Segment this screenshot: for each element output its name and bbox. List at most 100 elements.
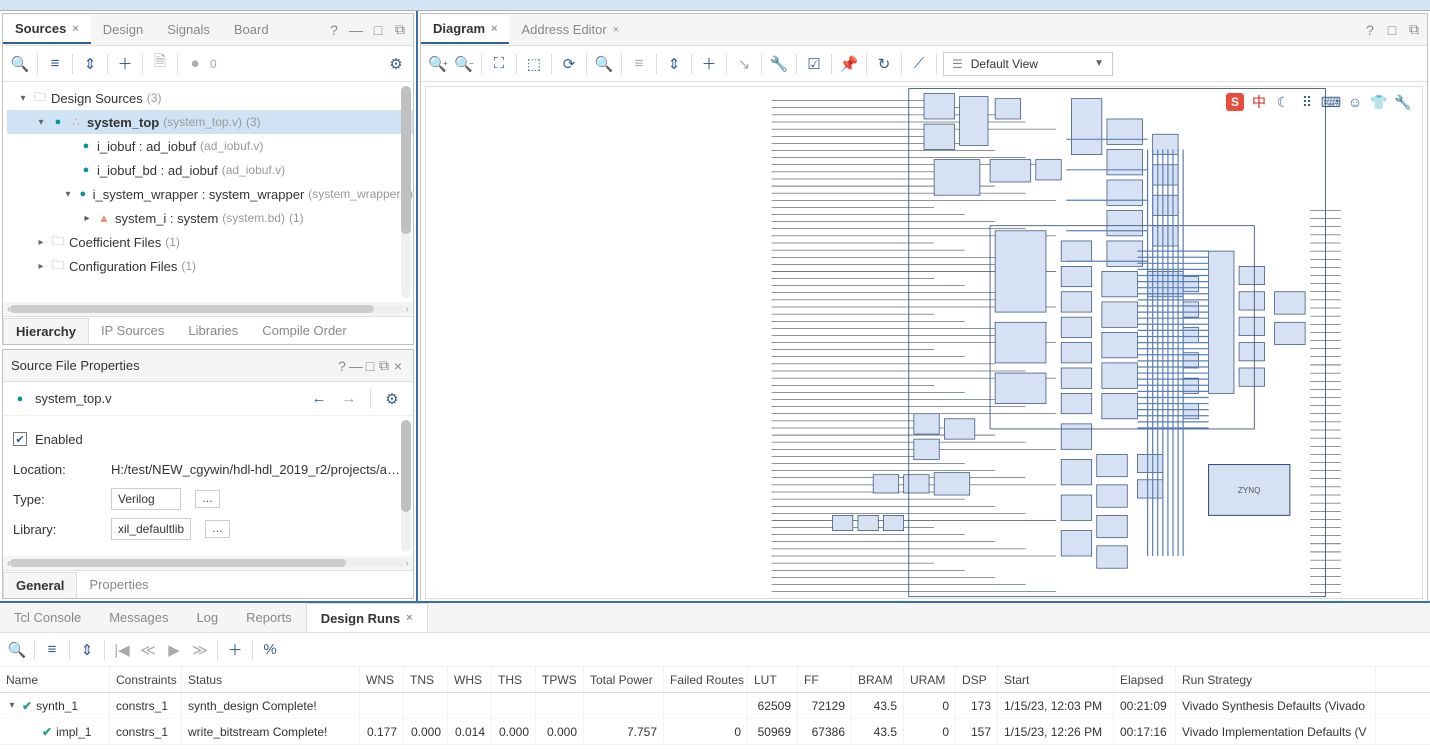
btab-compile-order[interactable]: Compile Order <box>250 318 359 343</box>
btab-properties[interactable]: Properties <box>77 572 160 597</box>
table-row[interactable]: ✔impl_1constrs_1write_bitstream Complete… <box>0 719 1430 745</box>
forward-icon[interactable]: → <box>338 388 360 410</box>
col-header[interactable]: DSP <box>956 667 998 692</box>
chevron-down-icon[interactable]: ▾ <box>17 93 29 104</box>
maximize-icon[interactable]: □ <box>363 359 377 373</box>
help-icon[interactable]: ? <box>327 23 341 37</box>
connect-icon[interactable]: ↘ <box>733 53 755 75</box>
col-header[interactable]: Run Strategy <box>1176 667 1376 692</box>
tab-board[interactable]: Board <box>222 16 281 43</box>
play-icon[interactable]: ▶ <box>163 639 185 661</box>
col-header[interactable]: LUT <box>748 667 798 692</box>
col-header[interactable]: Total Power <box>584 667 664 692</box>
add-icon[interactable]: ＋ <box>698 53 720 75</box>
enabled-checkbox[interactable]: ✔ <box>13 432 27 446</box>
tab-signals[interactable]: Signals <box>155 16 222 43</box>
prev-icon[interactable]: ≪ <box>137 639 159 661</box>
maximize-icon[interactable]: □ <box>1385 23 1399 37</box>
gear-icon[interactable]: ⚙ <box>381 388 403 410</box>
maximize-icon[interactable]: □ <box>371 23 385 37</box>
col-header[interactable]: Constraints <box>110 667 182 692</box>
library-value[interactable]: xil_defaultlib <box>111 518 191 540</box>
first-icon[interactable]: |◀ <box>111 639 133 661</box>
tab-reports[interactable]: Reports <box>232 603 306 632</box>
tree-row-iobuf-bd[interactable]: ● i_iobuf_bd : ad_iobuf (ad_iobuf.v) <box>7 158 413 182</box>
col-header[interactable]: TNS <box>404 667 448 692</box>
restore-icon[interactable]: ⧉ <box>1407 23 1421 37</box>
back-icon[interactable]: ← <box>308 388 330 410</box>
view-select[interactable]: ☰ Default View ▼ <box>943 52 1113 76</box>
col-header[interactable]: Status <box>182 667 360 692</box>
minimize-icon[interactable]: — <box>349 23 363 37</box>
table-row[interactable]: ▾✔synth_1constrs_1synth_design Complete!… <box>0 693 1430 719</box>
chevron-right-icon[interactable]: ▸ <box>35 237 47 248</box>
minimize-icon[interactable]: — <box>349 359 363 373</box>
btab-general[interactable]: General <box>3 572 77 598</box>
close-icon[interactable]: × <box>72 23 78 35</box>
tree-row-iobuf[interactable]: ● i_iobuf : ad_iobuf (ad_iobuf.v) <box>7 134 413 158</box>
expand-icon[interactable]: ⇕ <box>663 53 685 75</box>
vscrollbar[interactable] <box>401 86 411 298</box>
chevron-down-icon[interactable]: ▾ <box>35 117 47 128</box>
restore-icon[interactable]: ⧉ <box>377 359 391 373</box>
col-header[interactable]: URAM <box>904 667 956 692</box>
col-header[interactable]: Failed Routes <box>664 667 748 692</box>
hscrollbar[interactable]: ‹ › <box>3 302 413 316</box>
tree-row-system-top[interactable]: ▾ ● ∴ system_top (system_top.v) (3) <box>7 110 413 134</box>
tab-messages[interactable]: Messages <box>95 603 182 632</box>
diagram-canvas[interactable]: S 中 ☾ ⠿ ⌨ ☺ 👕 🔧 <box>425 86 1423 599</box>
col-header[interactable]: TPWS <box>536 667 584 692</box>
collapse-all-icon[interactable]: ≡ <box>44 53 66 75</box>
col-header[interactable]: Elapsed <box>1114 667 1176 692</box>
chevron-right-icon[interactable]: ▸ <box>81 213 93 224</box>
col-header[interactable]: BRAM <box>852 667 904 692</box>
smiley-icon[interactable]: ☺ <box>1346 93 1364 111</box>
refresh-icon[interactable]: ⟳ <box>558 53 580 75</box>
doc-icon[interactable]: 🗎 <box>149 53 171 75</box>
tab-tcl-console[interactable]: Tcl Console <box>0 603 95 632</box>
help-icon[interactable]: ? <box>335 359 349 373</box>
percent-icon[interactable]: % <box>259 639 281 661</box>
add-icon[interactable]: ＋ <box>114 53 136 75</box>
search-icon[interactable]: 🔍 <box>593 53 615 75</box>
type-browse-button[interactable]: … <box>195 490 220 508</box>
reload-icon[interactable]: ↻ <box>873 53 895 75</box>
zoom-out-icon[interactable]: 🔍− <box>453 53 475 75</box>
restore-icon[interactable]: ⧉ <box>393 23 407 37</box>
moon-icon[interactable]: ☾ <box>1274 93 1292 111</box>
expand-icon[interactable]: ⇕ <box>79 53 101 75</box>
zoom-in-icon[interactable]: 🔍+ <box>427 53 449 75</box>
tree-row-coefficient[interactable]: ▸ 🗀 Coefficient Files (1) <box>7 230 413 254</box>
pin-icon[interactable]: 📌 <box>838 53 860 75</box>
btab-hierarchy[interactable]: Hierarchy <box>3 318 89 344</box>
close-icon[interactable]: × <box>391 359 405 373</box>
expand-icon[interactable]: ⇕ <box>76 639 98 661</box>
tab-address-editor[interactable]: Address Editor× <box>509 16 631 43</box>
col-header[interactable]: THS <box>492 667 536 692</box>
cn-icon[interactable]: 中 <box>1250 93 1268 111</box>
collapse-icon[interactable]: ≡ <box>41 639 63 661</box>
measure-icon[interactable]: ⟋ <box>908 53 930 75</box>
close-icon[interactable]: × <box>491 23 497 35</box>
s-icon[interactable]: S <box>1226 93 1244 111</box>
next-icon[interactable]: ≫ <box>189 639 211 661</box>
sources-tree[interactable]: ▾ 🗀 Design Sources (3) ▾ ● ∴ system_top … <box>3 82 413 302</box>
tab-sources[interactable]: Sources× <box>3 15 91 44</box>
select-icon[interactable]: ⬚ <box>523 53 545 75</box>
tab-log[interactable]: Log <box>182 603 232 632</box>
library-browse-button[interactable]: … <box>205 520 230 538</box>
type-value[interactable]: Verilog <box>111 488 181 510</box>
tab-design[interactable]: Design <box>91 16 155 43</box>
wrench-icon[interactable]: 🔧 <box>768 53 790 75</box>
col-header[interactable]: WNS <box>360 667 404 692</box>
tree-row-system-wrapper[interactable]: ▾ ● i_system_wrapper : system_wrapper (s… <box>7 182 413 206</box>
btab-ip-sources[interactable]: IP Sources <box>89 318 176 343</box>
search-icon[interactable]: 🔍 <box>9 53 31 75</box>
tab-design-runs[interactable]: Design Runs× <box>306 603 428 632</box>
close-icon[interactable]: × <box>406 612 412 624</box>
btab-libraries[interactable]: Libraries <box>176 318 250 343</box>
tree-row-configuration[interactable]: ▸ 🗀 Configuration Files (1) <box>7 254 413 278</box>
tab-diagram[interactable]: Diagram× <box>421 15 509 44</box>
tree-row-system-i[interactable]: ▸ ▲ system_i : system (system.bd) (1) <box>7 206 413 230</box>
col-header[interactable]: WHS <box>448 667 492 692</box>
